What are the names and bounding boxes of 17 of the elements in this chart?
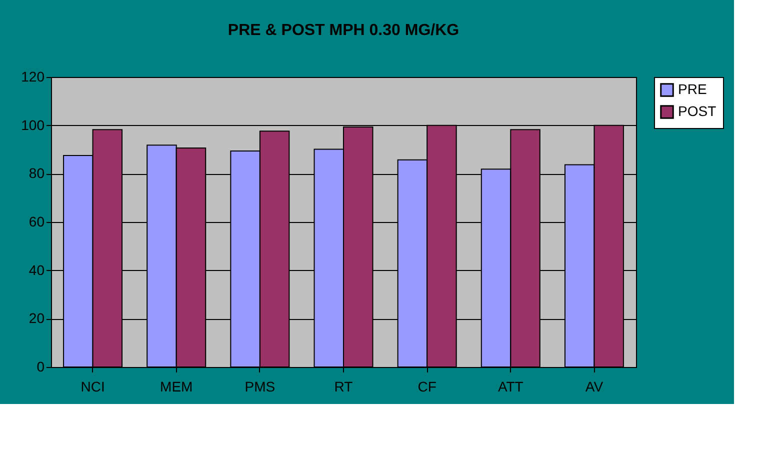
y-tick-label: 80 bbox=[28, 165, 45, 182]
y-tick-label: 40 bbox=[28, 262, 45, 278]
y-tick-label: 0 bbox=[36, 358, 45, 374]
legend-label: POST bbox=[678, 103, 717, 119]
x-tick-label: MEM bbox=[160, 378, 193, 394]
x-tick-label: NCI bbox=[80, 378, 105, 394]
x-tick-label: PMS bbox=[244, 378, 276, 394]
y-tick-label: 100 bbox=[21, 116, 45, 133]
x-tick-label: AV bbox=[585, 378, 604, 394]
y-tick-label: 20 bbox=[28, 310, 45, 326]
legend-label: PRE bbox=[678, 81, 707, 97]
x-tick-label: RT bbox=[334, 378, 354, 394]
y-tick-label: 60 bbox=[28, 214, 45, 230]
x-tick-label: ATT bbox=[498, 378, 524, 394]
x-tick-label: CF bbox=[418, 378, 436, 394]
y-tick-label: 120 bbox=[21, 68, 45, 84]
chart-title: PRE & POST MPH 0.30 MG/KG bbox=[228, 22, 460, 39]
